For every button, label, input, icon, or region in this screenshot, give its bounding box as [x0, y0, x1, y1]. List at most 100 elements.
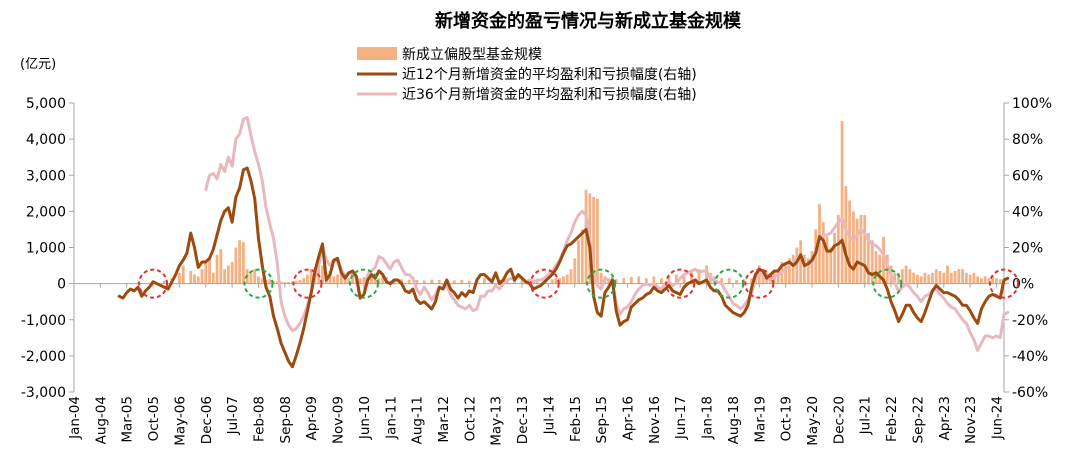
bar	[784, 265, 788, 284]
bar	[848, 200, 852, 284]
green-dashed-circle	[714, 268, 745, 299]
x-tick-label: Dec-06	[199, 396, 215, 444]
legend-label-12m: 近12个月新增资金的平均盈利和亏损幅度(右轴)	[402, 67, 697, 83]
bar	[923, 272, 927, 284]
left-tick-label: 1,000	[26, 241, 66, 257]
bar	[351, 277, 355, 284]
x-tick-label: Oct-12	[462, 396, 478, 441]
legend-swatch-bars	[357, 47, 397, 60]
right-tick-label: 20%	[1012, 241, 1043, 257]
green-dashed-circle	[586, 268, 617, 299]
x-tick-label: Sep-08	[278, 396, 294, 444]
bar	[908, 269, 912, 284]
bar	[961, 269, 964, 284]
bar	[806, 258, 810, 284]
bar	[257, 276, 260, 284]
bar	[215, 254, 219, 284]
legend-item-36m: 近36个月新增资金的平均盈利和亏损幅度(右轴)	[357, 87, 697, 103]
bar	[882, 236, 885, 284]
bar	[196, 276, 200, 284]
bar	[644, 278, 648, 284]
chart-title: 新增资金的盈亏情况与新成立基金规模	[435, 10, 742, 32]
bar	[362, 277, 366, 284]
x-tick-label: Jun-10	[357, 396, 373, 440]
bar	[204, 260, 208, 284]
bar	[859, 214, 863, 284]
bar	[995, 278, 998, 284]
bar	[942, 272, 946, 284]
bar	[972, 272, 976, 284]
x-tick-label: May-20	[805, 396, 821, 446]
x-tick-label: Jul-21	[858, 396, 874, 435]
bar	[833, 233, 836, 284]
bar	[968, 274, 972, 284]
red-dashed-circle	[529, 268, 560, 299]
bar	[927, 274, 931, 284]
bar	[249, 272, 253, 284]
bar	[844, 186, 848, 284]
bar	[938, 270, 942, 284]
bar	[987, 278, 991, 284]
bar	[592, 196, 595, 284]
x-tick-label: Jan-04	[67, 396, 83, 440]
x-tick-label: Dec-20	[831, 396, 847, 444]
bar	[317, 261, 321, 284]
bar	[260, 278, 264, 284]
bar	[513, 280, 516, 284]
x-tick-label: Jul-07	[225, 396, 241, 435]
right-tick-label: 60%	[1012, 168, 1043, 184]
bar	[294, 280, 298, 284]
bar	[705, 265, 708, 284]
bar	[949, 272, 953, 284]
bar	[467, 280, 471, 284]
bar	[652, 276, 656, 284]
bar	[637, 276, 641, 284]
bar	[697, 269, 701, 284]
green-dashed-circle	[348, 268, 379, 299]
bar	[915, 274, 919, 284]
x-tick-label: Jul-14	[541, 396, 557, 435]
bar	[377, 278, 381, 284]
right-tick-label: 80%	[1012, 132, 1043, 148]
red-dashed-circle	[989, 268, 1019, 299]
bar	[309, 269, 313, 284]
x-tick-label: Nov-09	[331, 396, 347, 444]
bar	[867, 233, 870, 284]
right-tick-label: 100%	[1012, 96, 1052, 112]
bar	[912, 272, 916, 284]
x-tick-label: Aug-04	[93, 396, 109, 444]
bar	[422, 280, 426, 284]
bar	[569, 269, 573, 284]
bar	[893, 272, 897, 284]
bar	[787, 258, 791, 284]
bar	[298, 280, 302, 284]
bar	[283, 282, 287, 284]
bar	[659, 278, 663, 284]
bar	[339, 274, 343, 284]
x-tick-label: Nov-16	[647, 396, 663, 444]
bar	[535, 280, 539, 284]
bar	[776, 269, 780, 284]
bar	[878, 254, 882, 284]
x-tick-label: Feb-22	[884, 396, 900, 442]
left-tick-label: -3,000	[21, 385, 66, 401]
left-axis-unit: (亿元)	[20, 57, 56, 72]
x-tick-label: Mar-12	[436, 396, 452, 443]
bar	[795, 247, 799, 284]
legend-label-36m: 近36个月新增资金的平均盈利和亏损幅度(右轴)	[402, 87, 697, 103]
left-tick-label: 2,000	[26, 204, 66, 220]
bar	[407, 280, 411, 284]
bar	[358, 278, 362, 284]
bar	[855, 218, 859, 284]
bar	[415, 280, 419, 284]
bar	[565, 274, 569, 284]
bar	[983, 276, 987, 284]
left-tick-label: 0	[57, 277, 66, 293]
bar	[863, 214, 867, 284]
series-line-36m	[204, 115, 1010, 352]
bar	[200, 269, 204, 284]
bar	[268, 279, 272, 284]
bar	[727, 278, 731, 284]
green-dashed-circle	[243, 268, 274, 299]
right-tick-label: 40%	[1012, 204, 1043, 220]
